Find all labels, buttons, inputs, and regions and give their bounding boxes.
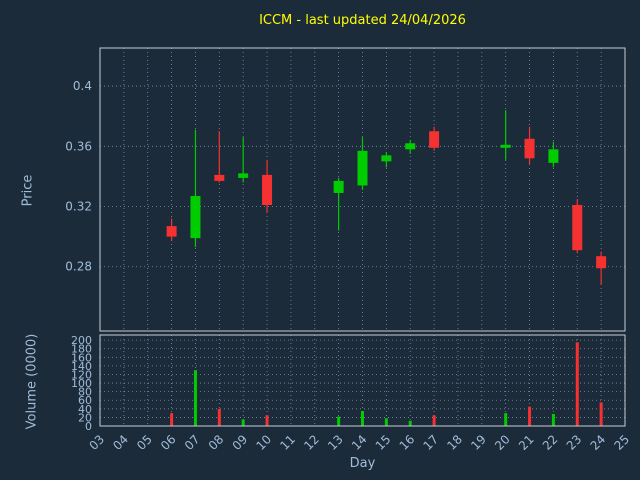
price-tick-label: 0.28: [65, 260, 92, 274]
price-tick-label: 0.36: [65, 139, 92, 153]
candle-body: [500, 144, 511, 148]
volume-bar: [432, 415, 436, 426]
candle-body: [333, 180, 344, 193]
volume-bar: [551, 413, 555, 426]
volume-panel-border: [99, 334, 626, 427]
volume-tick-label: 140: [71, 360, 92, 373]
candle-body: [166, 226, 177, 237]
volume-bar: [599, 402, 603, 426]
candle-body: [190, 195, 201, 239]
price-panel-border: [99, 47, 626, 332]
volume-tick-label: 20: [78, 411, 92, 424]
volume-bar: [408, 420, 412, 426]
volume-bar: [384, 418, 388, 426]
candle-body: [262, 174, 273, 206]
volume-bar: [575, 342, 579, 426]
volume-tick-label: 0: [85, 420, 92, 433]
volume-bar: [504, 413, 508, 426]
candle-body: [405, 143, 416, 150]
candle-body: [357, 150, 368, 186]
candle-body: [548, 149, 559, 163]
volume-bar: [265, 415, 269, 426]
volume-bar: [241, 419, 245, 426]
candle-body: [524, 138, 535, 159]
volume-tick-label: 160: [71, 351, 92, 364]
volume-tick-label: 40: [78, 403, 92, 416]
candle-body: [381, 155, 392, 162]
candle-body: [596, 256, 607, 269]
volume-tick-label: 60: [78, 394, 92, 407]
volume-tick-label: 100: [71, 377, 92, 390]
volume-bar: [528, 406, 532, 426]
volume-bar: [193, 370, 197, 426]
volume-tick-label: 200: [71, 334, 92, 347]
price-tick-label: 0.4: [73, 79, 92, 93]
volume-tick-label: 180: [71, 343, 92, 356]
candle-body: [238, 173, 249, 178]
candle-body: [572, 205, 583, 251]
volume-bar: [217, 408, 221, 426]
volume-tick-label: 120: [71, 368, 92, 381]
volume-tick-label: 80: [78, 386, 92, 399]
candle-body: [429, 131, 440, 148]
price-tick-label: 0.32: [65, 200, 92, 214]
candle-body: [214, 174, 225, 181]
volume-bar: [170, 413, 174, 426]
volume-bar: [361, 410, 364, 426]
volume-bar: [337, 416, 341, 426]
